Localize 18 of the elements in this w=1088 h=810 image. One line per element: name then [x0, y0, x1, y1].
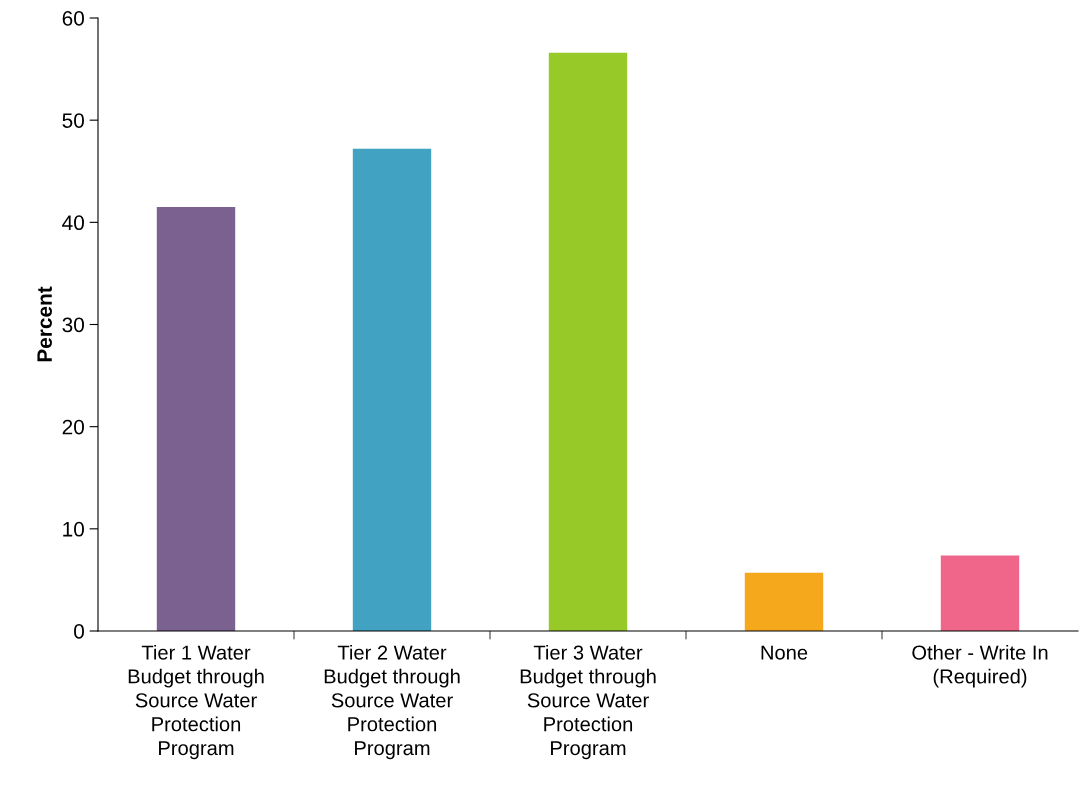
- y-tick-label: 0: [74, 624, 84, 639]
- bar: [940, 555, 1020, 631]
- y-tick-label: 20: [62, 419, 84, 435]
- y-axis-title: Percent: [37, 286, 52, 362]
- bar: [352, 148, 432, 631]
- x-tick-label: Tier 3 Water Budget through Source Water Protection Program: [520, 644, 656, 760]
- y-tick-label: 50: [62, 113, 84, 128]
- x-tick-label: Other - Write In (Required): [912, 644, 1048, 688]
- y-tick-label: 30: [62, 317, 84, 333]
- bar: [156, 207, 236, 631]
- y-tick-label: 60: [62, 11, 84, 26]
- y-tick-label: 10: [63, 521, 84, 537]
- x-tick-label: Tier 1 Water Budget through Source Water Protection Program: [128, 644, 264, 760]
- x-tick-label: Tier 2 Water Budget through Source Water Protection Program: [324, 644, 460, 760]
- x-tick-label: None: [761, 645, 808, 660]
- y-tick-label: 40: [62, 215, 84, 231]
- bar: [548, 52, 628, 631]
- bar: [744, 572, 824, 631]
